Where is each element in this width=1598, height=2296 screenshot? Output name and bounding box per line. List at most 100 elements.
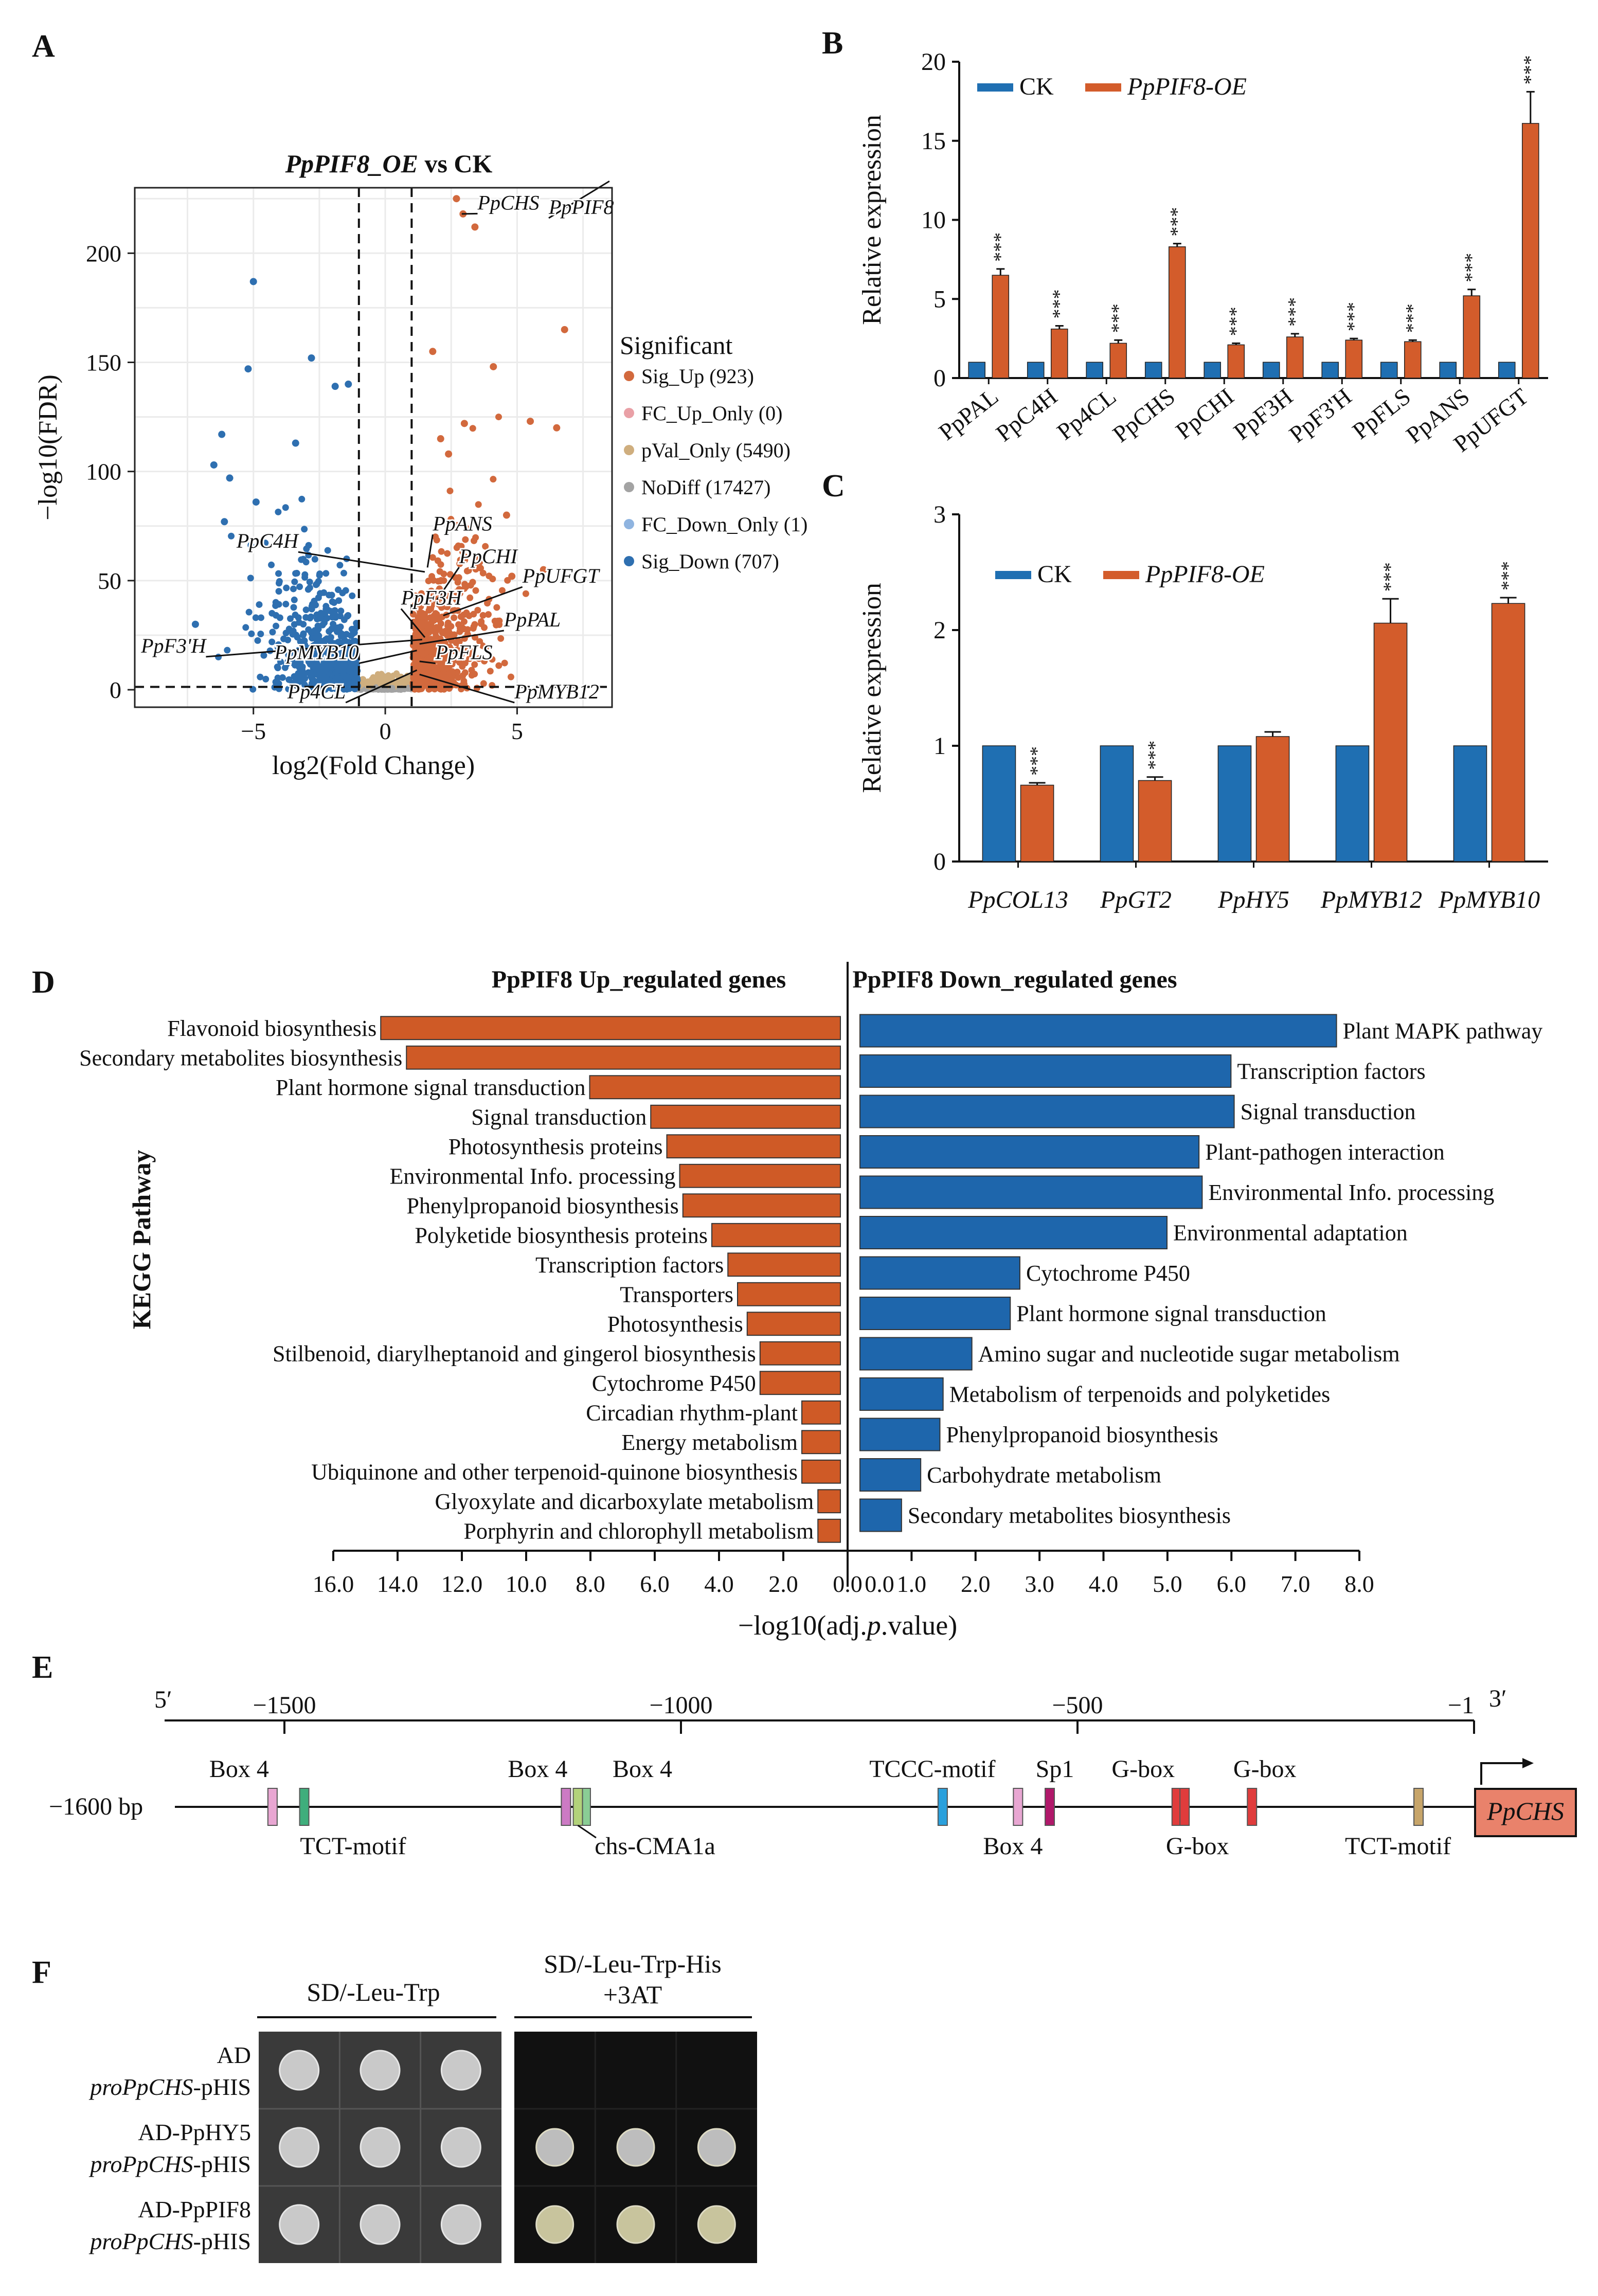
volcano-point-sig-down <box>284 658 292 666</box>
kegg-down-label-carbohydrate-metabolism: Carbohydrate metabolism <box>927 1463 1161 1488</box>
volcano-point-sig-down <box>290 585 297 593</box>
kegg-up-label-transporters: Transporters <box>620 1282 733 1307</box>
volcano-point-sig-up <box>490 476 497 483</box>
construct-label-ad: AD <box>217 2042 251 2068</box>
c-y-tick-label: 1 <box>933 732 946 760</box>
promoter-diagram: 5′ 3′ −1600 bp −1500 −1000 −500 −1 Box 4 Box … <box>49 1685 1577 1860</box>
tss-arrow <box>1480 1762 1522 1785</box>
volcano-point-sig-up <box>504 577 511 584</box>
three-prime-label: 3′ <box>1489 1685 1507 1712</box>
volcano-point-sig-down <box>351 629 358 636</box>
b-bar-ck-ppchs <box>1144 362 1162 379</box>
element-label-bottom-tct-motif: TCT-motif <box>1345 1833 1451 1860</box>
kegg-up-label-stilbenoid-diarylheptanoid-and-gingerol-biosynthesis: Stilbenoid, diarylheptanoid and gingerol… <box>273 1341 756 1366</box>
gene-label-pppif8: PpPIF8 <box>548 195 614 219</box>
ruler-label-1: −1 <box>1448 1692 1474 1719</box>
volcano-point-sig-up <box>435 601 442 608</box>
kegg-down-bar-signal-transduction <box>859 1095 1235 1128</box>
volcano-point-sig-up <box>415 600 422 607</box>
gene-label-ppmyb10: PpMYB10 <box>274 641 358 664</box>
volcano-point-sig-down <box>331 611 338 618</box>
volcano-point-sig-down <box>320 638 328 645</box>
volcano-point-sig-down <box>326 655 333 662</box>
medium-label-2-line2: +3AT <box>603 1980 662 2009</box>
b-bar-ck-ppf3h <box>1262 362 1280 379</box>
volcano-point-sig-up <box>443 592 451 599</box>
legend-label-fc-down-only: FC_Down_Only (1) <box>641 513 807 536</box>
element-box-g-box <box>1179 1788 1190 1826</box>
c-bar-pppif8-oe-ppgt2 <box>1138 780 1172 862</box>
gene-label-pp4cl: Pp4CL <box>287 680 346 703</box>
medium-label-2-line1: SD/-Leu-Trp-His <box>544 1949 721 1978</box>
volcano-point-sig-up <box>427 605 435 612</box>
gene-leader-line <box>298 551 425 573</box>
gene-leader-line <box>443 586 523 617</box>
kegg-up-label-circadian-rhythm-plant: Circadian rhythm-plant <box>586 1400 798 1425</box>
panel-label-a: A <box>32 29 55 64</box>
b-legend-swatch-ck <box>977 83 1013 92</box>
volcano-point-sig-down <box>296 675 303 682</box>
volcano-point-sig-up <box>476 638 483 645</box>
kegg-up-bar-photosynthesis <box>746 1312 841 1336</box>
kegg-down-bar-plant-hormone-signal-transduction <box>859 1297 1011 1330</box>
volcano-point-sig-up <box>437 435 444 443</box>
volcano-point-sig-down <box>252 614 259 621</box>
kegg-down-label-plant-pathogen-interaction: Plant-pathogen interaction <box>1205 1140 1445 1165</box>
c-significance-mark: *** <box>1144 741 1166 770</box>
kegg-down-label-signal-transduction: Signal transduction <box>1241 1099 1416 1124</box>
c-bar-ck-pphy5 <box>1217 745 1252 862</box>
kegg-down-label-phenylpropanoid-biosynthesis: Phenylpropanoid biosynthesis <box>946 1422 1218 1447</box>
volcano-point-pval-only <box>381 673 387 679</box>
kegg-x-axis-label: −log10(adj.p.value) <box>738 1610 957 1641</box>
c-significance-mark: *** <box>1027 746 1048 776</box>
b-y-tick-label: 5 <box>933 285 946 313</box>
volcano-point-sig-down <box>301 642 309 650</box>
volcano-point-sig-up <box>553 424 561 432</box>
volcano-point-sig-down <box>301 574 309 581</box>
ruler-label-1000: −1000 <box>649 1692 712 1719</box>
medium-label-1: SD/-Leu-Trp <box>307 1978 440 2006</box>
volcano-point-sig-up <box>498 587 506 594</box>
panel-label-e: E <box>32 1650 53 1685</box>
gene-box-label: PpCHS <box>1486 1797 1564 1825</box>
gene-label-ppf3-h: PpF3'H <box>140 634 207 657</box>
volcano-point-sig-down <box>273 622 280 630</box>
b-x-tick-label-ppf3h: PpF3H <box>1229 383 1298 445</box>
volcano-point-sig-up <box>435 625 442 633</box>
b-bar-pppif8-oe-ppchi <box>1227 344 1245 379</box>
volcano-point-sig-down <box>331 383 339 390</box>
kegg-up-bar-photosynthesis-proteins <box>666 1134 841 1159</box>
volcano-point-sig-up <box>439 648 446 655</box>
volcano-point-sig-down <box>275 588 282 595</box>
volcano-point-sig-down <box>257 631 264 638</box>
volcano-point-sig-down <box>285 651 292 658</box>
kegg-up-bar-signal-transduction <box>650 1104 841 1129</box>
b-y-tick-label: 20 <box>921 48 946 76</box>
volcano-point-sig-up <box>457 557 464 564</box>
legend-label-sig-down: Sig_Down (707) <box>641 550 779 573</box>
volcano-point-sig-up <box>489 576 496 583</box>
volcano-point-sig-up <box>440 630 447 637</box>
volcano-point-sig-up <box>475 501 482 508</box>
yeast-colony <box>360 2127 401 2168</box>
volcano-point-sig-down <box>296 583 303 590</box>
volcano-point-sig-up <box>467 582 474 589</box>
c-y-axis-label: Relative expression <box>857 583 887 793</box>
b-significance-mark: *** <box>1049 290 1070 319</box>
volcano-point-sig-down <box>248 630 255 637</box>
kegg-up-bar-plant-hormone-signal-transduction <box>589 1075 841 1100</box>
kegg-down-label-transcription-factors: Transcription factors <box>1237 1059 1425 1084</box>
element-label-bottom-box-4: Box 4 <box>983 1833 1043 1860</box>
volcano-point-sig-down <box>307 649 314 656</box>
volcano-point-sig-down <box>290 604 297 611</box>
volcano-point-sig-up <box>461 659 469 667</box>
kegg-up-label-porphyrin-and-chlorophyll-metabolism: Porphyrin and chlorophyll metabolism <box>464 1518 814 1544</box>
volcano-point-sig-down <box>282 601 290 608</box>
volcano-point-sig-down <box>322 570 330 577</box>
volcano-point-sig-up <box>460 618 468 625</box>
c-bar-pppif8-oe-ppcol13 <box>1020 784 1054 862</box>
volcano-point-sig-down <box>298 650 306 657</box>
panel-label-f: F <box>32 1955 51 1990</box>
b-bar-pppif8-oe-ppf3h <box>1286 336 1304 379</box>
volcano-point-sig-down <box>275 508 282 515</box>
